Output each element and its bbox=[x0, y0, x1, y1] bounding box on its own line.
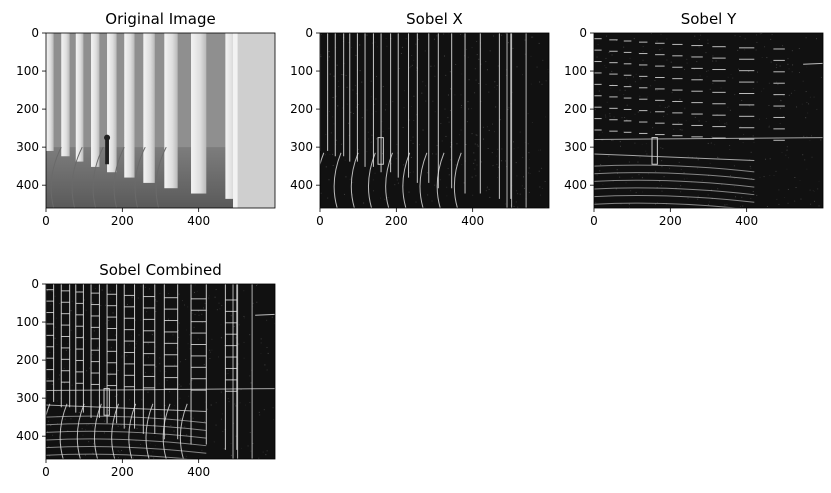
y-tick-label: 100 bbox=[16, 315, 39, 329]
y-tick-label: 400 bbox=[16, 178, 39, 192]
axes-frame bbox=[319, 32, 550, 209]
y-tick-label: 400 bbox=[290, 178, 313, 192]
x-tick-label: 400 bbox=[735, 214, 758, 228]
y-tick-label: 100 bbox=[290, 64, 313, 78]
x-tick-label: 200 bbox=[385, 214, 408, 228]
panel-sobel-y: Sobel Y 0 200 400 0 100 200 300 400 bbox=[564, 10, 824, 228]
y-tick-label: 300 bbox=[16, 140, 39, 154]
y-tick-label: 0 bbox=[31, 277, 39, 291]
panel-title: Sobel X bbox=[406, 10, 463, 28]
panel-sobel-x: Sobel X 0 200 400 0 100 200 300 400 bbox=[290, 10, 550, 228]
panel-image bbox=[320, 33, 549, 208]
y-tick-label: 400 bbox=[564, 178, 587, 192]
y-tick-label: 400 bbox=[16, 429, 39, 443]
axes-frame bbox=[45, 32, 276, 209]
x-tick-label: 0 bbox=[316, 214, 324, 228]
x-tick-label: 400 bbox=[461, 214, 484, 228]
y-tick-label: 0 bbox=[31, 26, 39, 40]
panel-image bbox=[46, 284, 275, 459]
x-tick-label: 0 bbox=[42, 465, 50, 479]
x-tick-label: 0 bbox=[42, 214, 50, 228]
y-tick-label: 300 bbox=[290, 140, 313, 154]
y-tick-label: 200 bbox=[16, 353, 39, 367]
y-tick-label: 0 bbox=[579, 26, 587, 40]
panel-title: Sobel Y bbox=[681, 10, 737, 28]
x-tick-label: 200 bbox=[111, 465, 134, 479]
y-tick-label: 200 bbox=[16, 102, 39, 116]
panel-sobel-combined: Sobel Combined 0 200 400 0 100 200 300 400 bbox=[16, 261, 276, 479]
panel-original: Original Image 0 200 400 0 100 200 300 400 bbox=[16, 10, 276, 228]
x-tick-label: 400 bbox=[187, 214, 210, 228]
panel-image bbox=[594, 33, 823, 208]
panel-title: Original Image bbox=[105, 10, 215, 28]
y-tick-label: 200 bbox=[290, 102, 313, 116]
axes-frame bbox=[45, 283, 276, 460]
y-tick-label: 0 bbox=[305, 26, 313, 40]
panel-title: Sobel Combined bbox=[99, 261, 222, 279]
x-tick-label: 200 bbox=[111, 214, 134, 228]
x-tick-label: 200 bbox=[659, 214, 682, 228]
x-tick-label: 0 bbox=[590, 214, 598, 228]
y-tick-label: 300 bbox=[16, 391, 39, 405]
y-tick-label: 200 bbox=[564, 102, 587, 116]
axes-frame bbox=[593, 32, 824, 209]
y-tick-label: 100 bbox=[564, 64, 587, 78]
x-tick-label: 400 bbox=[187, 465, 210, 479]
panel-image bbox=[46, 33, 275, 208]
y-tick-label: 300 bbox=[564, 140, 587, 154]
y-tick-label: 100 bbox=[16, 64, 39, 78]
